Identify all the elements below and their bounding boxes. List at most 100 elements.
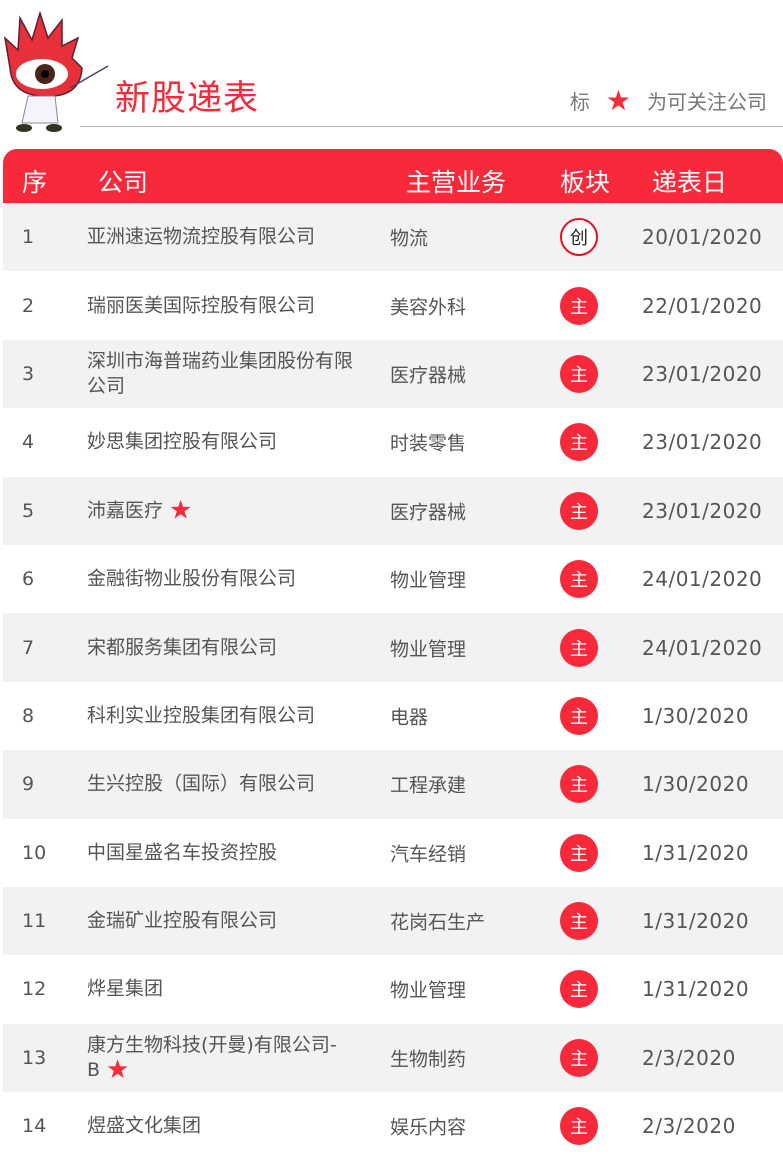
company-name: 亚洲速运物流控股有限公司 xyxy=(87,225,357,250)
col-date: 递表日 xyxy=(652,168,728,197)
row-number: 6 xyxy=(22,568,35,591)
company-name: 康方生物科技(开曼)有限公司- B ★ xyxy=(87,1033,357,1083)
board-badge: 主 xyxy=(560,696,598,735)
business: 物业管理 xyxy=(390,569,467,592)
business: 物业管理 xyxy=(390,638,467,661)
company-text: 煜盛文化集团 xyxy=(87,1114,202,1137)
company-text: 宋都服务集团有限公司 xyxy=(87,636,278,659)
business: 工程承建 xyxy=(390,774,467,797)
board-badge: 主 xyxy=(560,1038,598,1077)
legend-prefix: 标 xyxy=(569,90,590,114)
table-row[interactable]: 9 生兴控股（国际）有限公司 工程承建 主 1/30/2020 xyxy=(3,750,783,819)
row-number: 13 xyxy=(22,1046,47,1069)
col-no: 序 xyxy=(22,168,48,197)
business: 物流 xyxy=(390,227,429,250)
board-badge: 主 xyxy=(560,628,598,667)
company-name: 金瑞矿业控股有限公司 xyxy=(87,909,357,934)
row-number: 8 xyxy=(22,704,35,727)
table-header: 序 公司 主营业务 板块 递表日 xyxy=(3,149,783,203)
divider xyxy=(80,126,783,127)
table-row[interactable]: 3 深圳市海普瑞药业集团股份有限公司 医疗器械 主 23/01/2020 xyxy=(3,339,783,409)
business: 物业管理 xyxy=(390,979,467,1002)
table-row[interactable]: 1 亚洲速运物流控股有限公司 物流 创 20/01/2020 xyxy=(3,203,783,272)
board-badge: 创 xyxy=(560,218,598,257)
company-name: 深圳市海普瑞药业集团股份有限公司 xyxy=(87,349,357,399)
company-text: 康方生物科技(开曼)有限公司- B xyxy=(87,1033,337,1081)
filing-date: 23/01/2020 xyxy=(642,498,763,523)
company-text: 金融街物业股份有限公司 xyxy=(87,567,297,590)
row-number: 2 xyxy=(22,294,35,317)
business: 医疗器械 xyxy=(390,364,467,387)
table-row[interactable]: 11 金瑞矿业控股有限公司 花岗石生产 主 1/31/2020 xyxy=(3,886,783,956)
filing-date: 1/31/2020 xyxy=(642,909,750,934)
board-badge: 主 xyxy=(560,286,598,325)
row-number: 4 xyxy=(22,431,35,454)
filing-date: 1/31/2020 xyxy=(642,840,750,865)
board-badge: 主 xyxy=(560,902,598,941)
row-number: 3 xyxy=(22,362,35,385)
company-name: 瑞丽医美国际控股有限公司 xyxy=(87,293,357,318)
filing-date: 22/01/2020 xyxy=(642,293,763,318)
company-text: 亚洲速运物流控股有限公司 xyxy=(87,225,316,248)
row-number: 5 xyxy=(22,499,35,522)
legend-suffix: 为可关注公司 xyxy=(647,90,767,114)
board-badge: 主 xyxy=(560,970,598,1009)
filing-date: 2/3/2020 xyxy=(642,1045,736,1070)
company-text: 瑞丽医美国际控股有限公司 xyxy=(87,294,316,317)
company-name: 生兴控股（国际）有限公司 xyxy=(87,772,357,797)
board-badge: 主 xyxy=(560,1107,598,1146)
business: 医疗器械 xyxy=(390,501,467,524)
company-name: 妙思集团控股有限公司 xyxy=(87,430,357,455)
row-number: 1 xyxy=(22,226,35,249)
board-badge: 主 xyxy=(560,560,598,599)
company-name: 科利实业控股集团有限公司 xyxy=(87,703,357,728)
col-company: 公司 xyxy=(98,168,149,197)
company-text: 中国星盛名车投资控股 xyxy=(87,841,278,864)
row-number: 10 xyxy=(22,841,47,864)
board-badge: 主 xyxy=(560,354,598,393)
filing-date: 24/01/2020 xyxy=(642,635,763,660)
business: 娱乐内容 xyxy=(390,1116,467,1139)
company-name: 煜盛文化集团 xyxy=(87,1114,357,1139)
company-text: 金瑞矿业控股有限公司 xyxy=(87,909,278,932)
company-text: 深圳市海普瑞药业集团股份有限公司 xyxy=(87,349,354,397)
company-text: 沛嘉医疗 xyxy=(87,499,164,522)
page-title: 新股递表 xyxy=(115,79,260,119)
row-number: 14 xyxy=(22,1115,47,1138)
legend: 标 ★ 为可关注公司 xyxy=(570,84,767,117)
col-board: 板块 xyxy=(560,168,611,197)
board-badge: 主 xyxy=(560,491,598,530)
filing-date: 20/01/2020 xyxy=(642,225,763,250)
company-name: 宋都服务集团有限公司 xyxy=(87,635,357,660)
star-icon: ★ xyxy=(605,84,631,117)
table-row[interactable]: 2 瑞丽医美国际控股有限公司 美容外科 主 22/01/2020 xyxy=(3,271,783,339)
table-row[interactable]: 12 烨星集团 物业管理 主 1/31/2020 xyxy=(3,955,783,1023)
row-number: 9 xyxy=(22,773,35,796)
table-row[interactable]: 4 妙思集团控股有限公司 时装零售 主 23/01/2020 xyxy=(3,408,783,476)
company-name: 烨星集团 xyxy=(87,977,357,1002)
business: 电器 xyxy=(390,706,429,729)
filing-date: 2/3/2020 xyxy=(642,1114,736,1139)
board-badge: 主 xyxy=(560,833,598,872)
filing-date: 23/01/2020 xyxy=(642,361,763,386)
company-name: 金融街物业股份有限公司 xyxy=(87,567,357,592)
table-row[interactable]: 13 康方生物科技(开曼)有限公司- B ★ 生物制药 主 2/3/2020 xyxy=(3,1023,783,1093)
business: 花岗石生产 xyxy=(390,911,486,934)
mascot-logo xyxy=(3,10,109,132)
table-row[interactable]: 10 中国星盛名车投资控股 汽车经销 主 1/31/2020 xyxy=(3,819,783,887)
business: 时装零售 xyxy=(390,432,467,455)
business: 生物制药 xyxy=(390,1048,467,1071)
table-row[interactable]: 14 煜盛文化集团 娱乐内容 主 2/3/2020 xyxy=(3,1092,783,1160)
star-icon: ★ xyxy=(106,1054,130,1085)
row-number: 12 xyxy=(22,978,47,1001)
business: 汽车经销 xyxy=(390,843,467,866)
table-row[interactable]: 7 宋都服务集团有限公司 物业管理 主 24/01/2020 xyxy=(3,613,783,682)
filing-date: 24/01/2020 xyxy=(642,567,763,592)
table-row[interactable]: 6 金融街物业股份有限公司 物业管理 主 24/01/2020 xyxy=(3,545,783,613)
filing-date: 1/31/2020 xyxy=(642,977,750,1002)
board-badge: 主 xyxy=(560,423,598,462)
company-text: 烨星集团 xyxy=(87,977,164,1000)
row-number: 7 xyxy=(22,636,35,659)
table-row[interactable]: 8 科利实业控股集团有限公司 电器 主 1/30/2020 xyxy=(3,682,783,750)
table-row[interactable]: 5 沛嘉医疗 ★ 医疗器械 主 23/01/2020 xyxy=(3,476,783,545)
